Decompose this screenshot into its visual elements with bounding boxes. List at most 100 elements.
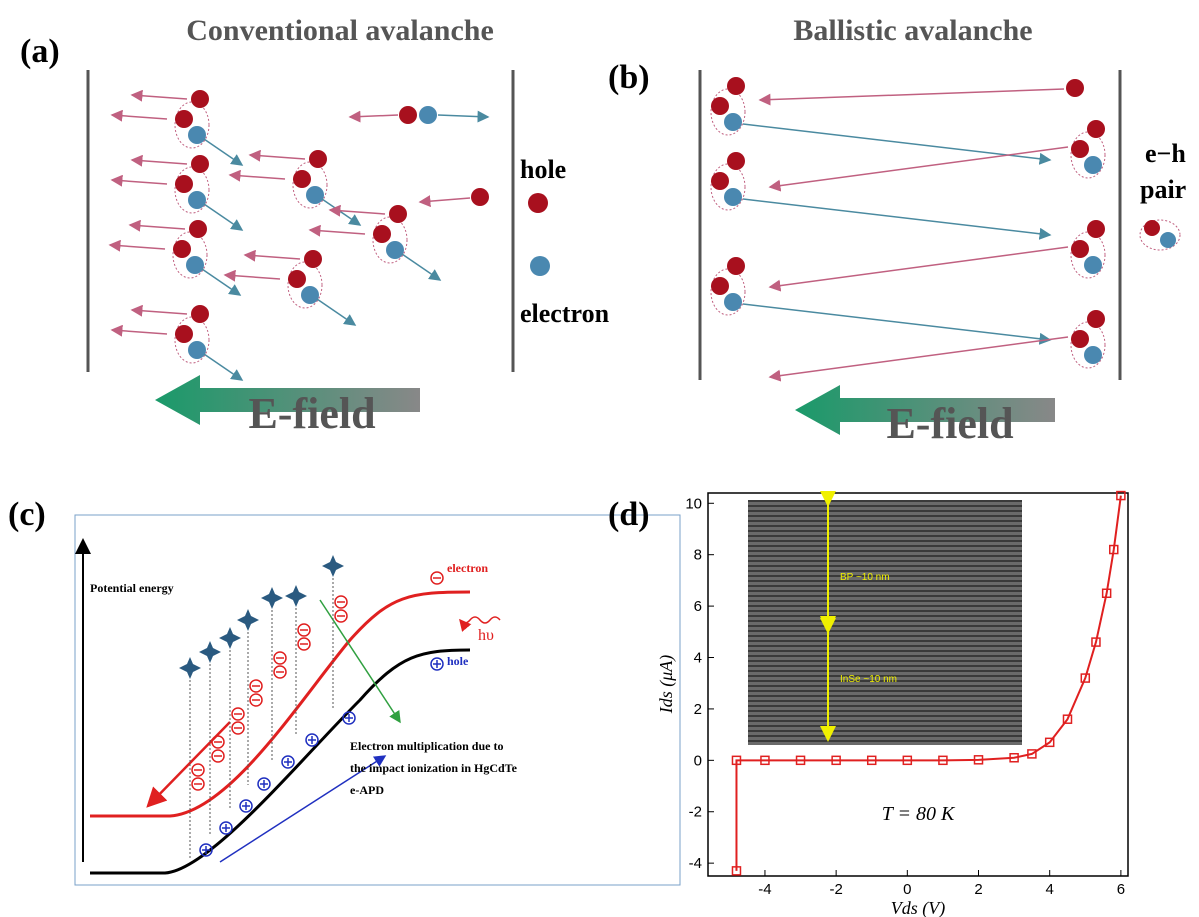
hole (304, 250, 322, 268)
trajectory (243, 249, 301, 262)
pair-outline (372, 216, 408, 264)
trajectory (203, 353, 244, 381)
hole (191, 90, 209, 108)
panel-title: Ballistic avalanche (793, 14, 1032, 47)
pair-outline (1139, 219, 1181, 251)
panel-frame (74, 514, 681, 886)
inset-label: InSe ~10 nm (840, 674, 897, 685)
field-arrow (795, 385, 1055, 435)
trajectory (742, 123, 1052, 165)
trajectory (110, 174, 168, 187)
hole (1144, 220, 1160, 236)
trajectory (437, 110, 490, 123)
plot-frame (707, 492, 1129, 877)
y-axis-label: Ids (μA) (656, 655, 677, 715)
electron (1160, 232, 1176, 248)
hole (309, 150, 327, 168)
trajectory (203, 138, 244, 166)
pair-outline (710, 268, 746, 316)
hole-symbol (257, 777, 271, 791)
pair-outline (1070, 321, 1106, 369)
hole-symbol (219, 821, 233, 835)
electron-icon (530, 256, 550, 276)
hole-icon (528, 193, 548, 213)
electron-symbol (297, 623, 311, 637)
hole (173, 240, 191, 258)
hole (1071, 240, 1089, 258)
pair-outline (174, 166, 210, 214)
hole (711, 97, 729, 115)
trajectory (742, 303, 1052, 345)
hole (175, 110, 193, 128)
panel-b: (b) Ballistic avalanche e−h pair E-field (608, 14, 1186, 448)
hole (1071, 330, 1089, 348)
data-point (795, 755, 806, 766)
electron (724, 293, 742, 311)
trajectory (742, 198, 1052, 240)
data-point (731, 866, 742, 876)
caption: the impact ionization in HgCdTe (350, 761, 518, 775)
hole-symbol (281, 755, 295, 769)
data-point (938, 755, 948, 766)
data-point (902, 755, 913, 766)
hole (727, 77, 745, 95)
data-point (1109, 544, 1119, 555)
hole (471, 188, 489, 206)
trajectory (308, 224, 366, 237)
hole-symbol (239, 799, 253, 813)
ionizing-electron (237, 609, 259, 631)
ionizing-electron (285, 585, 307, 607)
electron-symbol (273, 665, 287, 679)
trajectory (223, 269, 281, 282)
data-point (1091, 637, 1101, 647)
data-point (973, 755, 984, 765)
trajectory (203, 203, 244, 231)
hole (1087, 310, 1105, 328)
y-tick-label: 10 (685, 495, 702, 512)
trajectory (321, 198, 362, 226)
data-point (831, 755, 841, 766)
hole (373, 225, 391, 243)
electron (724, 188, 742, 206)
y-tick-label: 0 (694, 752, 702, 769)
panel-c: (c) Potential energy electron hole hυ El… (8, 496, 681, 886)
electron (188, 126, 206, 144)
hole-symbol (199, 843, 213, 857)
trajectory (128, 219, 186, 232)
trajectory (768, 246, 1069, 292)
trajectory (108, 239, 166, 252)
pair-outline (287, 261, 323, 309)
hole (711, 277, 729, 295)
electron-symbol (249, 679, 263, 693)
panel-label: (b) (608, 59, 650, 96)
pair-outline (1070, 231, 1106, 279)
hole-symbol (305, 733, 319, 747)
x-tick-label: 0 (903, 881, 911, 898)
field-label: E-field (886, 399, 1013, 448)
x-tick-label: 2 (974, 881, 982, 898)
field-label: E-field (248, 389, 375, 438)
trajectory (401, 253, 442, 281)
x-tick-label: 6 (1117, 881, 1125, 898)
electron-symbol (191, 763, 205, 777)
trajectory (130, 89, 188, 102)
ionizing-electron (179, 657, 201, 679)
pair-outline (174, 101, 210, 149)
panel-label: (a) (20, 33, 60, 70)
x-tick-label: -4 (758, 881, 771, 898)
data-point (1080, 673, 1091, 683)
data-point (1009, 753, 1019, 763)
tem-inset (748, 500, 1022, 745)
electron-symbol (273, 651, 287, 665)
hole (711, 172, 729, 190)
y-tick-label: 2 (694, 701, 702, 718)
annotation: T = 80 K (882, 803, 956, 825)
y-tick-label: -2 (689, 804, 702, 821)
hole (288, 270, 306, 288)
trajectory (130, 154, 188, 167)
hole (1071, 140, 1089, 158)
trajectory (228, 169, 286, 182)
electron-symbol (211, 735, 225, 749)
pair-text: e−h (1145, 139, 1186, 168)
